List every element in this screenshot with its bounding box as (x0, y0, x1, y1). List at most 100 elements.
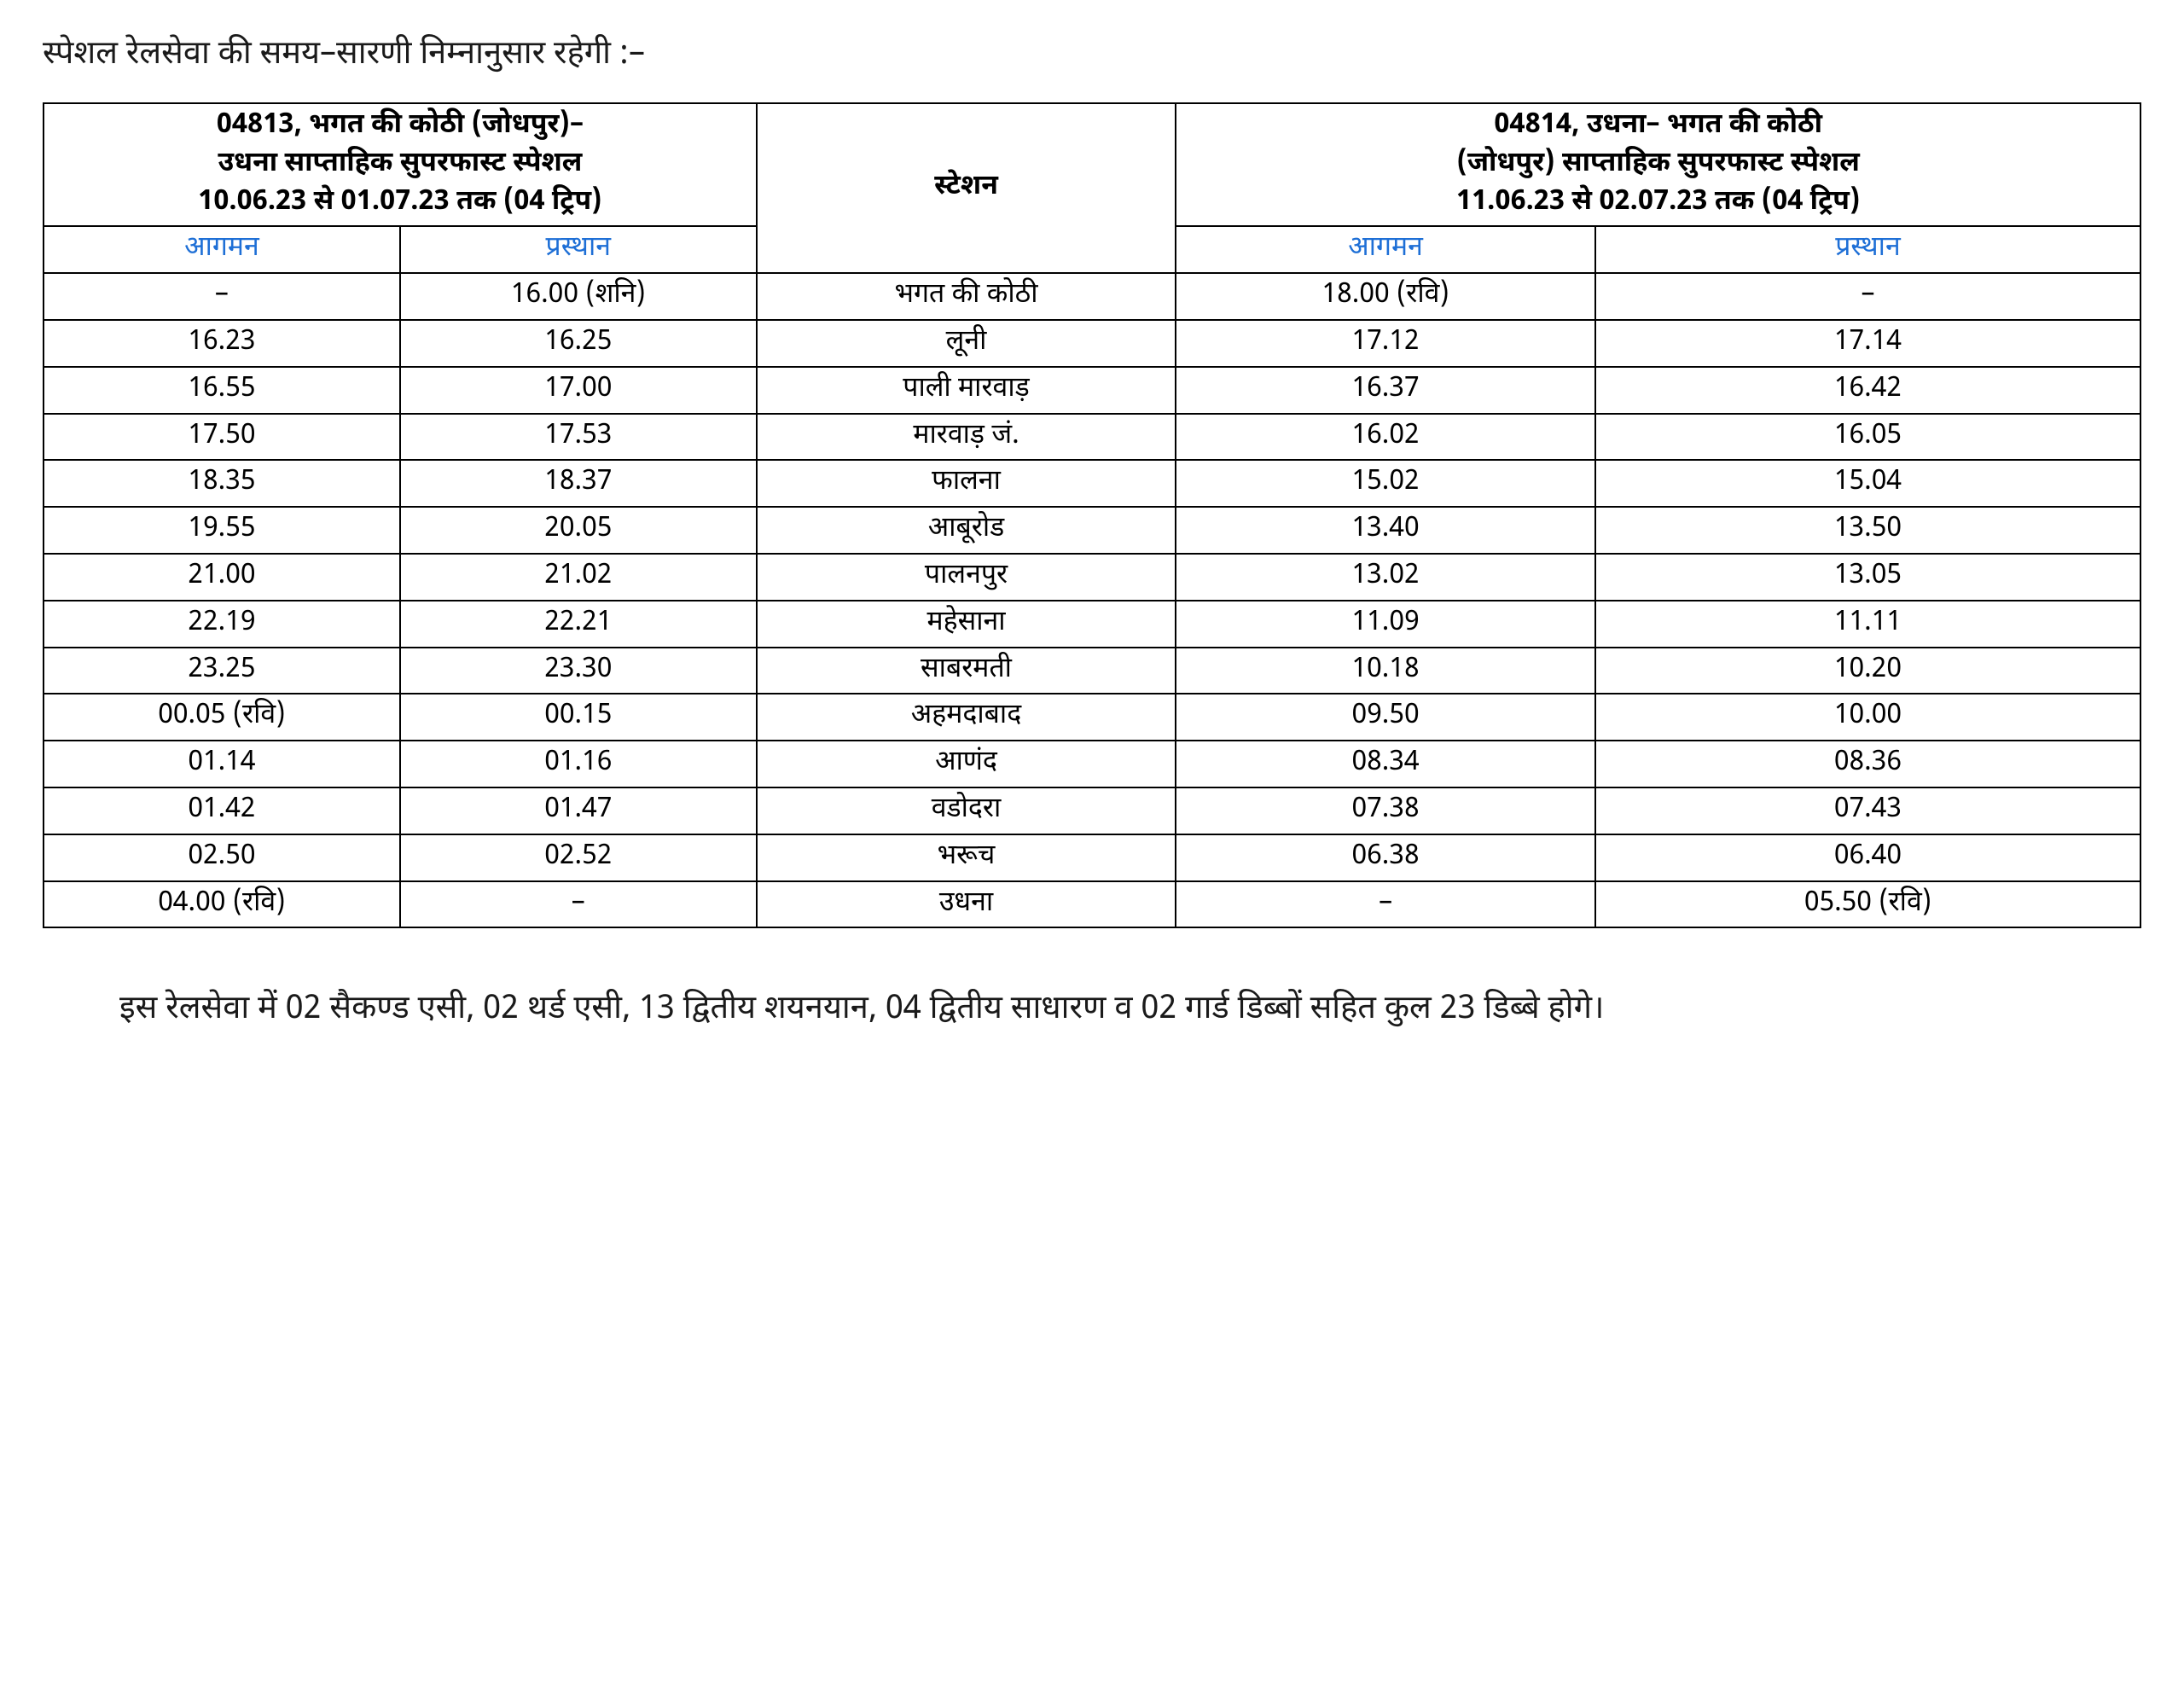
train1-header-line3: 10.06.23 से 01.07.23 तक (04 ट्रिप) (198, 185, 602, 221)
cell-dep1: 01.47 (400, 787, 757, 834)
timetable: 04813, भगत की कोठी (जोधपुर)– उधना साप्ता… (43, 102, 2141, 928)
table-row: 01.4201.47वडोदरा07.3807.43 (44, 787, 2140, 834)
train2-header-line2: (जोधपुर) साप्ताहिक सुपरफास्ट स्पेशल (1456, 147, 1860, 183)
cell-arr2: 16.02 (1176, 414, 1595, 461)
cell-dep1: 16.00 (शनि) (400, 273, 757, 320)
table-row: 02.5002.52भरूच06.3806.40 (44, 834, 2140, 881)
cell-arr1: 16.23 (44, 320, 400, 367)
cell-dep1: 17.00 (400, 367, 757, 414)
cell-arr1: 01.14 (44, 741, 400, 787)
table-row: –16.00 (शनि)भगत की कोठी18.00 (रवि)– (44, 273, 2140, 320)
cell-station: पाली मारवाड़ (757, 367, 1176, 414)
page-title: स्पेशल रेलसेवा की समय–सारणी निम्नानुसार … (43, 34, 2141, 77)
cell-dep2: 16.05 (1595, 414, 2140, 461)
cell-dep2: 06.40 (1595, 834, 2140, 881)
cell-arr2: 18.00 (रवि) (1176, 273, 1595, 320)
cell-station: महेसाना (757, 601, 1176, 648)
cell-station: लूनी (757, 320, 1176, 367)
cell-arr2: 13.40 (1176, 507, 1595, 554)
table-row: 17.5017.53मारवाड़ जं.16.0216.05 (44, 414, 2140, 461)
cell-station: भगत की कोठी (757, 273, 1176, 320)
cell-dep1: 17.53 (400, 414, 757, 461)
table-row: 23.2523.30साबरमती10.1810.20 (44, 648, 2140, 694)
departure1-header: प्रस्थान (400, 226, 757, 273)
cell-station: उधना (757, 881, 1176, 928)
timetable-body: –16.00 (शनि)भगत की कोठी18.00 (रवि)–16.23… (44, 273, 2140, 927)
cell-arr2: 13.02 (1176, 554, 1595, 601)
cell-dep1: 00.15 (400, 694, 757, 741)
cell-arr1: 22.19 (44, 601, 400, 648)
cell-dep1: 22.21 (400, 601, 757, 648)
train2-header: 04814, उधना– भगत की कोठी (जोधपुर) साप्ता… (1176, 103, 2140, 226)
cell-dep1: 23.30 (400, 648, 757, 694)
cell-station: अहमदाबाद (757, 694, 1176, 741)
table-row: 18.3518.37फालना15.0215.04 (44, 460, 2140, 507)
footer-text: इस रेलसेवा में 02 सैकण्ड एसी, 02 थर्ड एस… (119, 989, 1604, 1031)
cell-dep2: 16.42 (1595, 367, 2140, 414)
cell-dep2: 08.36 (1595, 741, 2140, 787)
table-row: 04.00 (रवि)–उधना–05.50 (रवि) (44, 881, 2140, 928)
cell-arr1: 23.25 (44, 648, 400, 694)
train2-header-line3: 11.06.23 से 02.07.23 तक (04 ट्रिप) (1456, 185, 1861, 221)
cell-dep1: 20.05 (400, 507, 757, 554)
table-row: 16.2316.25लूनी17.1217.14 (44, 320, 2140, 367)
cell-arr2: 17.12 (1176, 320, 1595, 367)
cell-dep2: 10.00 (1595, 694, 2140, 741)
arrival2-header: आगमन (1176, 226, 1595, 273)
cell-dep2: 17.14 (1595, 320, 2140, 367)
cell-arr1: 16.55 (44, 367, 400, 414)
train1-header-line1: 04813, भगत की कोठी (जोधपुर)– (217, 108, 584, 144)
cell-dep2: 13.50 (1595, 507, 2140, 554)
cell-arr2: 07.38 (1176, 787, 1595, 834)
cell-arr1: 02.50 (44, 834, 400, 881)
cell-arr2: 10.18 (1176, 648, 1595, 694)
cell-station: भरूच (757, 834, 1176, 881)
train1-header-line2: उधना साप्ताहिक सुपरफास्ट स्पेशल (218, 147, 582, 183)
cell-dep1: – (400, 881, 757, 928)
arrival1-header: आगमन (44, 226, 400, 273)
cell-arr2: 16.37 (1176, 367, 1595, 414)
cell-arr1: 00.05 (रवि) (44, 694, 400, 741)
cell-dep1: 01.16 (400, 741, 757, 787)
train2-header-line1: 04814, उधना– भगत की कोठी (1494, 108, 1822, 144)
cell-dep1: 02.52 (400, 834, 757, 881)
cell-arr2: 11.09 (1176, 601, 1595, 648)
train1-header: 04813, भगत की कोठी (जोधपुर)– उधना साप्ता… (44, 103, 757, 226)
cell-station: पालनपुर (757, 554, 1176, 601)
cell-arr2: – (1176, 881, 1595, 928)
cell-dep1: 21.02 (400, 554, 757, 601)
cell-arr1: 01.42 (44, 787, 400, 834)
table-row: 01.1401.16आणंद08.3408.36 (44, 741, 2140, 787)
cell-station: आणंद (757, 741, 1176, 787)
station-header: स्टेशन (757, 103, 1176, 273)
footer-note: इस रेलसेवा में 02 सैकण्ड एसी, 02 थर्ड एस… (43, 979, 2141, 1041)
table-row: 22.1922.21महेसाना11.0911.11 (44, 601, 2140, 648)
cell-station: फालना (757, 460, 1176, 507)
cell-dep1: 16.25 (400, 320, 757, 367)
cell-arr2: 08.34 (1176, 741, 1595, 787)
cell-dep1: 18.37 (400, 460, 757, 507)
cell-arr1: 21.00 (44, 554, 400, 601)
cell-station: साबरमती (757, 648, 1176, 694)
cell-arr1: 18.35 (44, 460, 400, 507)
cell-dep2: 15.04 (1595, 460, 2140, 507)
cell-station: मारवाड़ जं. (757, 414, 1176, 461)
cell-dep2: 05.50 (रवि) (1595, 881, 2140, 928)
departure2-header: प्रस्थान (1595, 226, 2140, 273)
cell-arr1: 17.50 (44, 414, 400, 461)
table-row: 00.05 (रवि)00.15अहमदाबाद09.5010.00 (44, 694, 2140, 741)
cell-dep2: – (1595, 273, 2140, 320)
cell-dep2: 13.05 (1595, 554, 2140, 601)
cell-arr1: 19.55 (44, 507, 400, 554)
table-row: 21.0021.02पालनपुर13.0213.05 (44, 554, 2140, 601)
cell-dep2: 11.11 (1595, 601, 2140, 648)
cell-arr2: 06.38 (1176, 834, 1595, 881)
cell-dep2: 07.43 (1595, 787, 2140, 834)
cell-station: आबूरोड (757, 507, 1176, 554)
cell-arr1: 04.00 (रवि) (44, 881, 400, 928)
cell-dep2: 10.20 (1595, 648, 2140, 694)
cell-arr2: 15.02 (1176, 460, 1595, 507)
table-row: 16.5517.00पाली मारवाड़16.3716.42 (44, 367, 2140, 414)
cell-station: वडोदरा (757, 787, 1176, 834)
table-row: 19.5520.05आबूरोड13.4013.50 (44, 507, 2140, 554)
